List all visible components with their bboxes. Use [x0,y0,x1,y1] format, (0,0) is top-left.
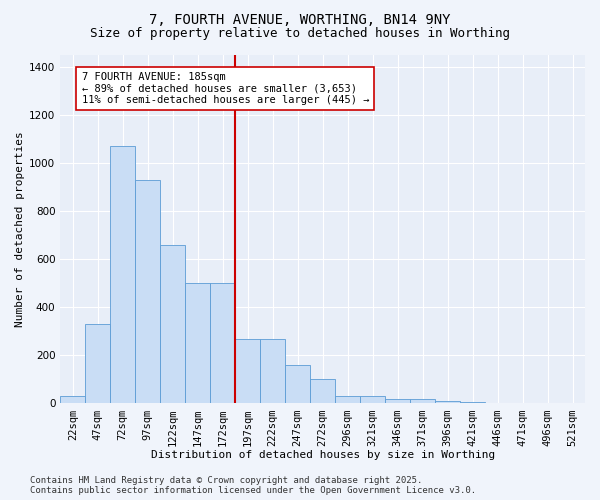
Y-axis label: Number of detached properties: Number of detached properties [15,132,25,327]
Text: 7, FOURTH AVENUE, WORTHING, BN14 9NY: 7, FOURTH AVENUE, WORTHING, BN14 9NY [149,12,451,26]
Bar [335,396,360,404]
Bar [410,398,435,404]
Text: 7 FOURTH AVENUE: 185sqm
← 89% of detached houses are smaller (3,653)
11% of semi: 7 FOURTH AVENUE: 185sqm ← 89% of detache… [82,72,369,105]
Text: Contains HM Land Registry data © Crown copyright and database right 2025.
Contai: Contains HM Land Registry data © Crown c… [30,476,476,495]
Bar [60,396,85,404]
Bar [435,401,460,404]
Bar [460,402,485,404]
Bar [260,338,285,404]
Bar [210,284,235,404]
Bar [110,146,135,404]
Bar [285,365,310,404]
Bar [160,245,185,404]
Bar [310,380,335,404]
Bar [235,338,260,404]
Bar [85,324,110,404]
Bar [135,180,160,404]
Bar [360,396,385,404]
Bar [185,284,210,404]
Text: Size of property relative to detached houses in Worthing: Size of property relative to detached ho… [90,28,510,40]
X-axis label: Distribution of detached houses by size in Worthing: Distribution of detached houses by size … [151,450,495,460]
Bar [385,398,410,404]
